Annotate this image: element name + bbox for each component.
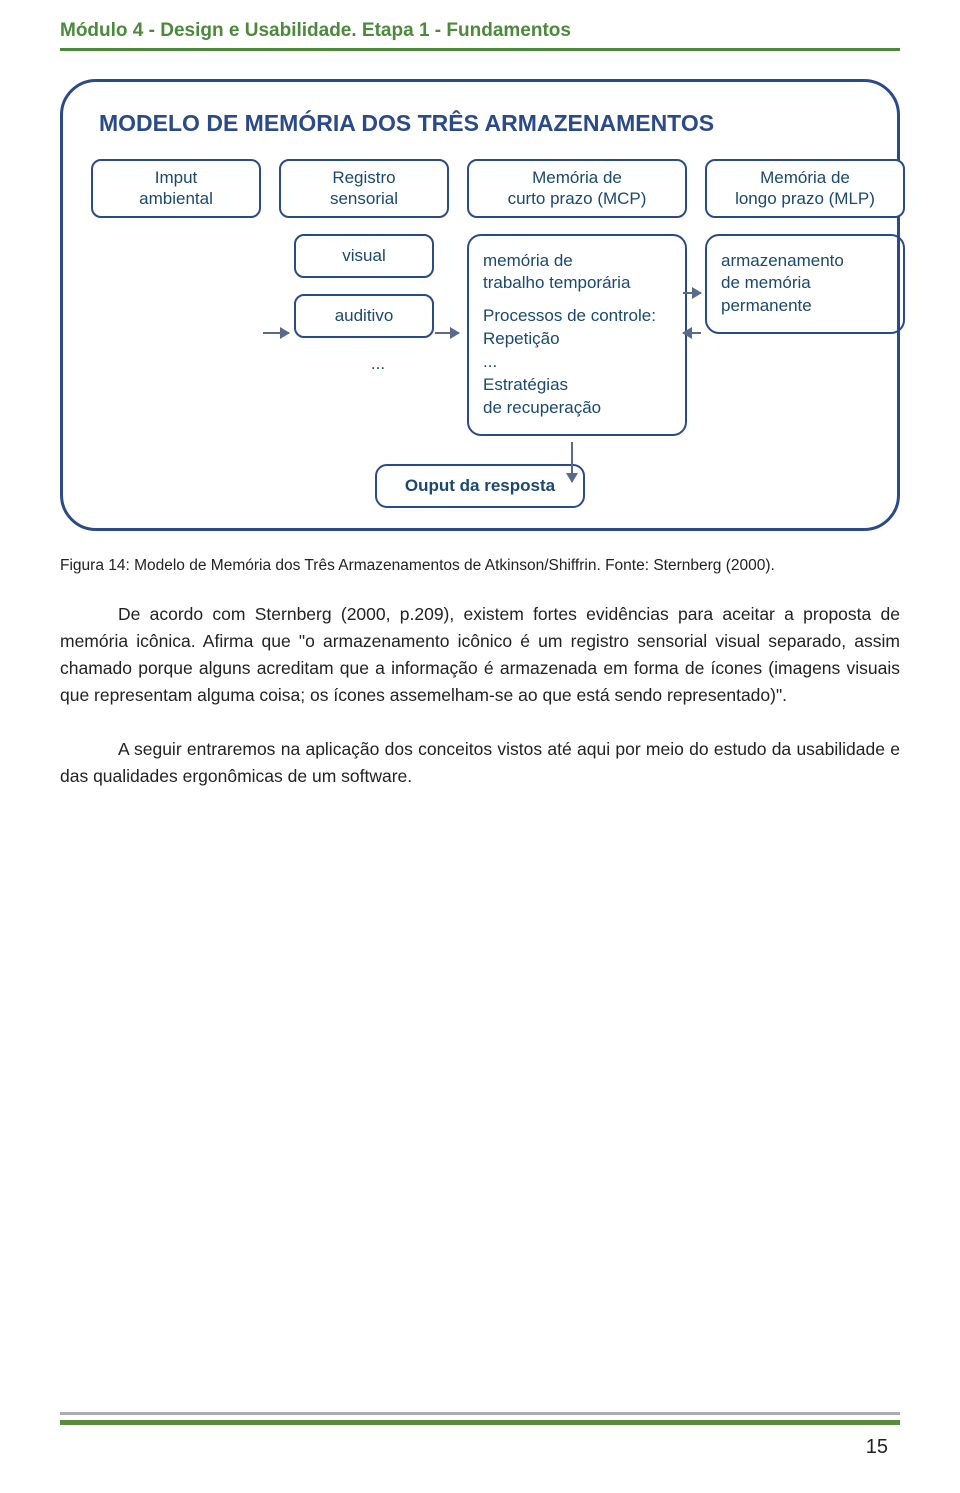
node-mlp-body: armazenamento de memória permanente [705, 234, 905, 335]
node-text: Imput ambiental [139, 167, 213, 210]
mcp-line: de recuperação [483, 397, 671, 420]
diagram-top-row: Imput ambiental Registro sensorial Memór… [91, 159, 869, 218]
node-input-ambiental: Imput ambiental [91, 159, 261, 218]
node-mcp: Memória de curto prazo (MCP) [467, 159, 687, 218]
page-number: 15 [866, 1436, 888, 1459]
footer-rule-thin [60, 1412, 900, 1415]
footer-rule-green [60, 1420, 900, 1425]
memory-model-diagram: MODELO DE MEMÓRIA DOS TRÊS ARMAZENAMENTO… [60, 79, 900, 531]
mcp-line: Estratégias [483, 374, 671, 397]
node-mcp-body: memória de trabalho temporária Processos… [467, 234, 687, 437]
mcp-line: Processos de controle: [483, 305, 671, 328]
node-auditivo: auditivo [294, 294, 434, 338]
node-ellipsis: ... [343, 354, 385, 374]
arrow-registro-to-mcp [435, 332, 459, 334]
module-header: Módulo 4 - Design e Usabilidade. Etapa 1… [60, 0, 900, 48]
node-output: Ouput da resposta [375, 464, 585, 508]
header-underline [60, 48, 900, 51]
diagram-title: MODELO DE MEMÓRIA DOS TRÊS ARMAZENAMENTO… [99, 110, 869, 137]
node-registro-sensorial: Registro sensorial [279, 159, 449, 218]
node-mlp: Memória de longo prazo (MLP) [705, 159, 905, 218]
node-text: visual [342, 246, 385, 266]
arrow-input-to-registro [263, 332, 289, 334]
mcp-line: Repetição [483, 328, 671, 351]
mcp-line: memória de [483, 250, 671, 273]
arrow-mcp-to-mlp [683, 292, 701, 294]
mlp-line: de memória [721, 272, 889, 295]
mlp-line: armazenamento [721, 250, 889, 273]
diagram-second-row: visual auditivo ... memória de trabalho … [91, 234, 869, 437]
arrow-mlp-to-mcp [683, 332, 701, 334]
arrow-mcp-to-output [571, 442, 573, 482]
paragraph-1: De acordo com Sternberg (2000, p.209), e… [60, 601, 900, 710]
paragraph-2: A seguir entraremos na aplicação dos con… [60, 736, 900, 790]
mlp-line: permanente [721, 295, 889, 318]
node-text: Memória de longo prazo (MLP) [735, 167, 875, 210]
mcp-line: trabalho temporária [483, 272, 671, 295]
node-text: auditivo [335, 306, 394, 326]
mcp-line: ... [483, 351, 671, 374]
node-text: Memória de curto prazo (MCP) [508, 167, 647, 210]
paragraph-text: De acordo com Sternberg (2000, p.209), e… [60, 604, 900, 705]
node-visual: visual [294, 234, 434, 278]
figure-caption: Figura 14: Modelo de Memória dos Três Ar… [60, 557, 900, 575]
node-text: Ouput da resposta [405, 476, 555, 495]
paragraph-text: A seguir entraremos na aplicação dos con… [60, 739, 900, 786]
node-text: Registro sensorial [330, 167, 398, 210]
